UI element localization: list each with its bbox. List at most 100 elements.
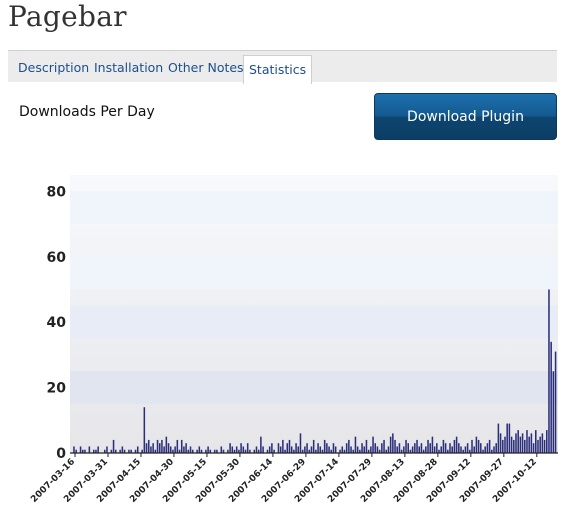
chart-bar — [330, 449, 333, 453]
chart-bar — [332, 443, 335, 453]
chart-bar — [506, 423, 508, 453]
chart-bar — [92, 449, 95, 453]
y-tick-label: 20 — [47, 381, 67, 397]
chart-bar — [306, 443, 308, 453]
chart-bar — [526, 430, 528, 453]
tab-statistics[interactable]: Statistics — [243, 55, 313, 84]
chart-bar — [354, 436, 357, 453]
chart-bar — [326, 443, 328, 453]
chart-bar — [312, 439, 315, 453]
chart-bar — [438, 449, 440, 453]
chart-bar — [233, 449, 236, 453]
chart-bar — [431, 436, 434, 453]
tab-other-notes[interactable]: Other Notes — [168, 60, 244, 75]
chart-bar — [484, 446, 486, 453]
chart-bar — [530, 433, 533, 453]
chart-bar — [205, 449, 207, 453]
chart-bar — [189, 446, 192, 453]
chart-bar — [416, 439, 418, 453]
chart-bar — [271, 443, 273, 453]
chart-bar — [172, 449, 174, 453]
chart-bar — [414, 443, 416, 453]
chart-bar — [154, 449, 157, 453]
chart-bar — [466, 443, 469, 453]
chart-bar — [297, 446, 300, 453]
chart-bar — [279, 446, 282, 453]
chart-bar — [444, 443, 447, 453]
chart-bar — [464, 446, 467, 453]
chart-bar — [499, 433, 502, 453]
chart-bar — [299, 433, 302, 453]
chart-bar — [167, 443, 170, 453]
chart-bar — [103, 449, 106, 453]
chart-band — [70, 371, 558, 404]
chart-bar — [519, 436, 522, 453]
chart-bar — [200, 449, 203, 453]
chart-bar — [517, 430, 519, 453]
tab-description[interactable]: Description — [18, 60, 90, 75]
chart-bar — [176, 439, 179, 453]
chart-band — [70, 305, 558, 339]
chart-bar — [150, 446, 152, 453]
plugin-title: Pagebar — [8, 0, 127, 33]
chart-bar — [156, 439, 159, 453]
chart-bar — [79, 446, 82, 453]
chart-bar — [213, 449, 216, 453]
chart-bar — [455, 436, 458, 453]
chart-bar — [185, 443, 187, 453]
chart-bar — [191, 449, 194, 453]
chart-bar — [345, 443, 348, 453]
chart-bar — [537, 439, 539, 453]
chart-bar — [315, 449, 317, 453]
chart-bar — [112, 439, 115, 453]
chart-bar — [198, 446, 201, 453]
chart-bar — [323, 439, 326, 453]
chart-bar — [409, 449, 412, 453]
chart-bar — [169, 446, 172, 453]
chart-bar — [301, 449, 304, 453]
download-plugin-button[interactable]: Download Plugin — [374, 93, 557, 140]
chart-bar — [367, 449, 370, 453]
chart-bar — [128, 449, 130, 453]
chart-bar — [242, 446, 245, 453]
y-tick-label: 40 — [47, 315, 67, 331]
chart-bar — [136, 446, 139, 453]
tab-installation[interactable]: Installation — [94, 60, 164, 75]
chart-bar — [207, 446, 209, 453]
chart-bar — [134, 449, 137, 453]
chart-bar — [286, 443, 289, 453]
chart-bar — [405, 439, 407, 453]
chart-bar — [453, 439, 456, 453]
downloads-per-day-heading: Downloads Per Day — [19, 104, 155, 120]
chart-bar — [97, 446, 99, 453]
y-axis: 0 20 40 60 80 — [47, 184, 67, 462]
chart-bar — [539, 436, 541, 453]
chart-bar — [422, 449, 425, 453]
chart-bar — [469, 449, 471, 453]
chart-bar — [550, 341, 552, 453]
chart-bar — [361, 443, 363, 453]
chart-bar — [82, 449, 84, 453]
chart-bar — [425, 446, 427, 453]
chart-bar — [288, 439, 291, 453]
chart-bar — [227, 449, 229, 453]
chart-bar — [383, 439, 385, 453]
chart-bar — [152, 443, 154, 453]
chart-bar — [488, 439, 491, 453]
chart-bar — [363, 446, 366, 453]
chart-bar — [508, 423, 511, 453]
chart-bar — [246, 443, 249, 453]
chart-bar — [244, 449, 247, 453]
chart-bar — [145, 443, 148, 453]
chart-bar — [266, 449, 269, 453]
chart-bar — [183, 446, 185, 453]
chart-bar — [130, 449, 132, 453]
chart-bar — [442, 439, 445, 453]
chart-bar — [510, 436, 513, 453]
chart-bar — [73, 446, 75, 453]
chart-bar — [255, 446, 258, 453]
chart-bar — [495, 443, 497, 453]
chart-band — [70, 256, 558, 290]
chart-bar — [429, 443, 431, 453]
chart-bar — [436, 443, 438, 453]
